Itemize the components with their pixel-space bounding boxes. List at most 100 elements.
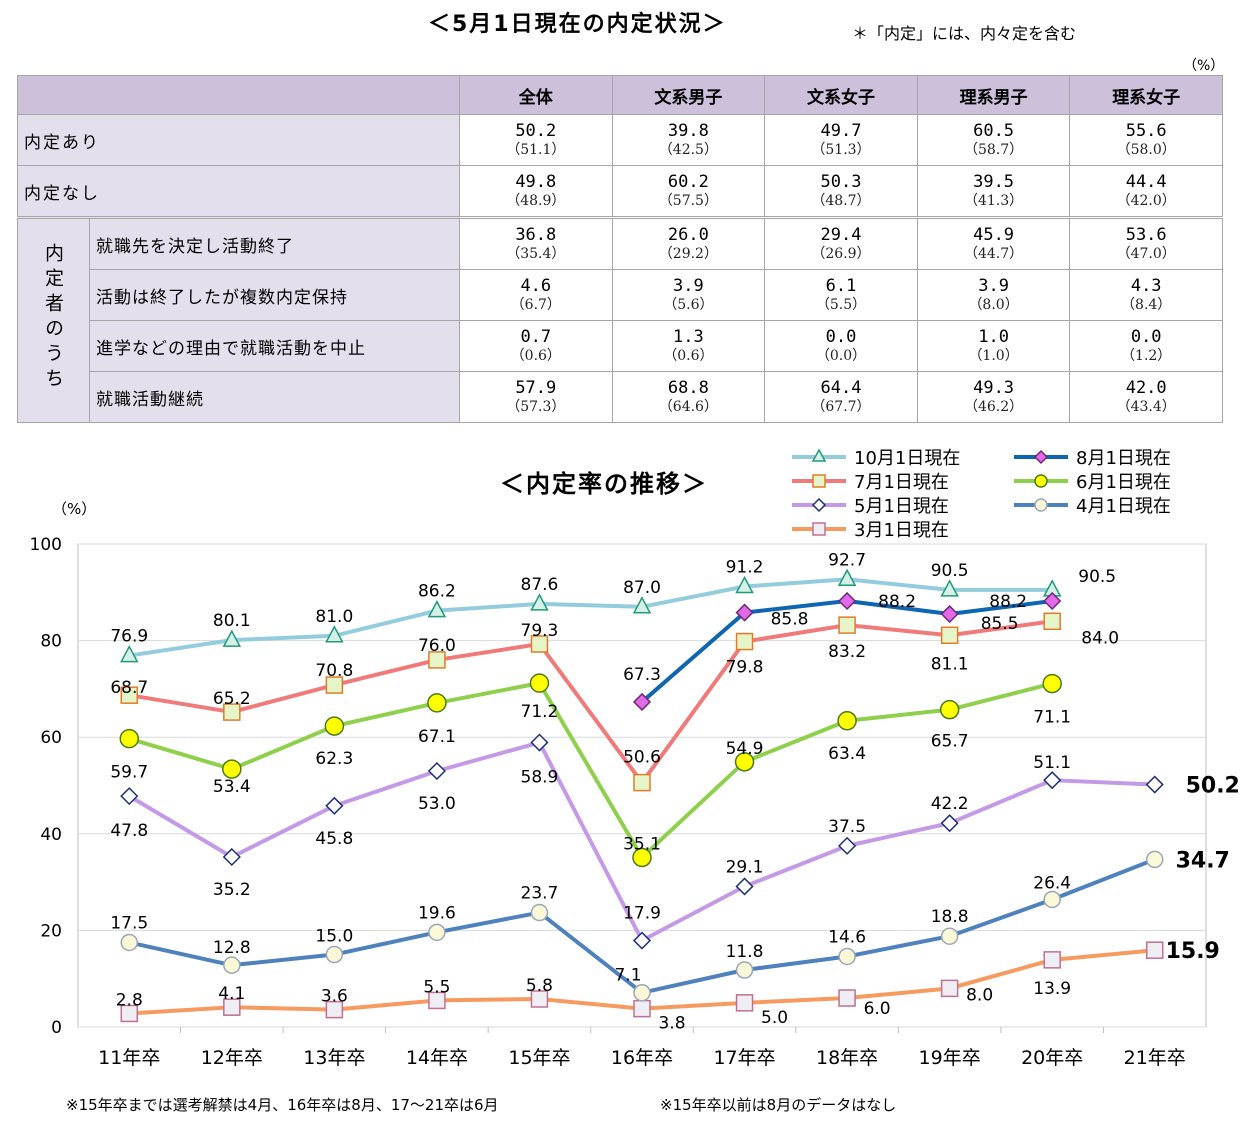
- data-label: 86.2: [418, 582, 456, 602]
- triangle-marker: [837, 568, 857, 587]
- square-marker: [120, 686, 139, 704]
- circle-marker: [223, 956, 241, 974]
- square-marker: [530, 990, 549, 1008]
- table-cell: 4.6 （6.7）: [459, 269, 613, 321]
- data-label: 23.7: [521, 884, 559, 904]
- cell-prev: （46.2）: [963, 398, 1024, 415]
- cell-prev: （43.4）: [1116, 398, 1176, 415]
- x-tick-label: 12年卒: [201, 1047, 263, 1069]
- cell-value: 68.8: [667, 378, 709, 399]
- circle-marker: [120, 933, 139, 952]
- table-unit: （%）: [1183, 58, 1225, 74]
- table-cell: 3.9 （5.6）: [611, 269, 766, 321]
- table-cell: 1.3 （0.6）: [611, 320, 766, 372]
- square-marker: [325, 1000, 344, 1019]
- data-label: 34.7: [1176, 848, 1230, 873]
- data-label: 42.2: [931, 794, 969, 814]
- table-corner: [17, 75, 460, 115]
- diamond-marker: [811, 497, 827, 513]
- data-label: 51.1: [1033, 753, 1071, 773]
- cell-value: 50.2: [515, 121, 557, 142]
- col-header: 理系女子: [1069, 75, 1223, 115]
- cell-value: 6.1: [825, 276, 857, 297]
- table-cell: 0.0 （1.2）: [1069, 320, 1223, 372]
- data-label: 80.1: [213, 611, 251, 631]
- table-cell: 4.3 （8.4）: [1069, 269, 1223, 321]
- cell-value: 1.3: [673, 327, 704, 348]
- data-label: 81.1: [931, 654, 969, 674]
- diamond-marker: [222, 847, 241, 867]
- square-marker: [428, 991, 446, 1010]
- triangle-marker: [632, 596, 652, 614]
- data-label: 15.0: [315, 927, 353, 947]
- cell-prev: （8.0）: [968, 296, 1019, 313]
- row-label: 内定あり: [17, 114, 460, 166]
- diamond-marker: [120, 787, 139, 806]
- x-tick-label: 19年卒: [919, 1047, 981, 1069]
- y-tick-label: 60: [40, 728, 62, 748]
- circle-marker: [1042, 673, 1062, 694]
- data-label: 91.2: [726, 558, 764, 578]
- cell-value: 49.7: [820, 121, 862, 142]
- col-header: 文系女子: [764, 75, 918, 115]
- status-table: 全体 文系男子 文系女子 理系男子 理系女子 内定あり 50.2 （51.1） 3…: [17, 75, 1223, 423]
- y-tick-label: 100: [30, 535, 62, 555]
- table-cell: 0.7 （0.6）: [459, 320, 613, 372]
- data-label: 53.4: [213, 777, 251, 797]
- cell-value: 50.3: [820, 172, 862, 193]
- data-label: 13.9: [1033, 979, 1071, 999]
- x-tick-label: 15年卒: [508, 1047, 570, 1069]
- cell-value: 55.6: [1125, 121, 1167, 142]
- group-label: 内定者のうち: [42, 243, 64, 393]
- x-tick-label: 11年卒: [98, 1047, 160, 1069]
- cell-prev: （1.2）: [1121, 347, 1172, 364]
- circle-marker: [325, 945, 344, 964]
- table-cell: 57.9 （57.3）: [459, 371, 613, 423]
- data-label: 11.8: [726, 942, 764, 962]
- legend-label: 7月1日現在: [854, 472, 949, 493]
- cell-value: 57.9: [515, 378, 557, 399]
- cell-prev: （57.5）: [658, 192, 718, 209]
- cell-prev: （8.4）: [1121, 296, 1172, 313]
- table-cell: 44.4 （42.0）: [1069, 165, 1223, 218]
- data-label: 14.6: [828, 927, 866, 947]
- data-label: 90.5: [931, 561, 969, 581]
- cell-prev: （42.5）: [658, 141, 718, 158]
- cell-value: 36.8: [515, 225, 557, 246]
- diamond-marker: [427, 761, 446, 781]
- circle-marker: [530, 903, 549, 922]
- cell-prev: （51.3）: [811, 141, 871, 158]
- x-tick-label: 13年卒: [303, 1047, 365, 1069]
- table-cell: 1.0 （1.0）: [916, 320, 1071, 372]
- square-marker: [812, 522, 826, 536]
- data-label: 87.0: [623, 578, 661, 598]
- square-marker: [120, 1004, 139, 1023]
- data-label: 54.9: [726, 739, 764, 759]
- cell-value: 60.2: [667, 172, 709, 193]
- y-tick-label: 20: [40, 921, 62, 941]
- data-label: 2.8: [116, 990, 143, 1010]
- data-label: 85.5: [981, 614, 1019, 634]
- cell-value: 39.8: [667, 121, 709, 142]
- col-header: 文系男子: [611, 75, 766, 115]
- table-cell: 60.2 （57.5）: [611, 165, 766, 218]
- table-cell: 42.0 （43.4）: [1069, 371, 1223, 423]
- data-label: 5.8: [526, 976, 553, 996]
- data-label: 88.2: [989, 592, 1027, 612]
- page-title: ＜5月1日現在の内定状況＞: [428, 12, 727, 37]
- data-label: 19.6: [418, 903, 456, 923]
- col-header: 全体: [459, 75, 613, 115]
- square-marker: [1145, 941, 1164, 959]
- legend-label: 4月1日現在: [1076, 496, 1171, 517]
- diamond-marker: [735, 877, 754, 896]
- cell-prev: （67.7）: [811, 398, 871, 415]
- diamond-marker: [632, 931, 652, 950]
- cell-value: 60.5: [973, 121, 1015, 142]
- table-row: 進学などの理由で就職活動を中止 0.7 （0.6） 1.3 （0.6） 0.0 （0.…: [18, 320, 1223, 372]
- cell-prev: （0.0）: [815, 347, 867, 364]
- group-label-cell: 内定者のうち: [17, 216, 90, 423]
- cell-prev: （48.9）: [506, 192, 566, 209]
- triangle-marker: [120, 644, 139, 663]
- cell-prev: （1.0）: [968, 347, 1019, 364]
- circle-marker: [119, 728, 140, 749]
